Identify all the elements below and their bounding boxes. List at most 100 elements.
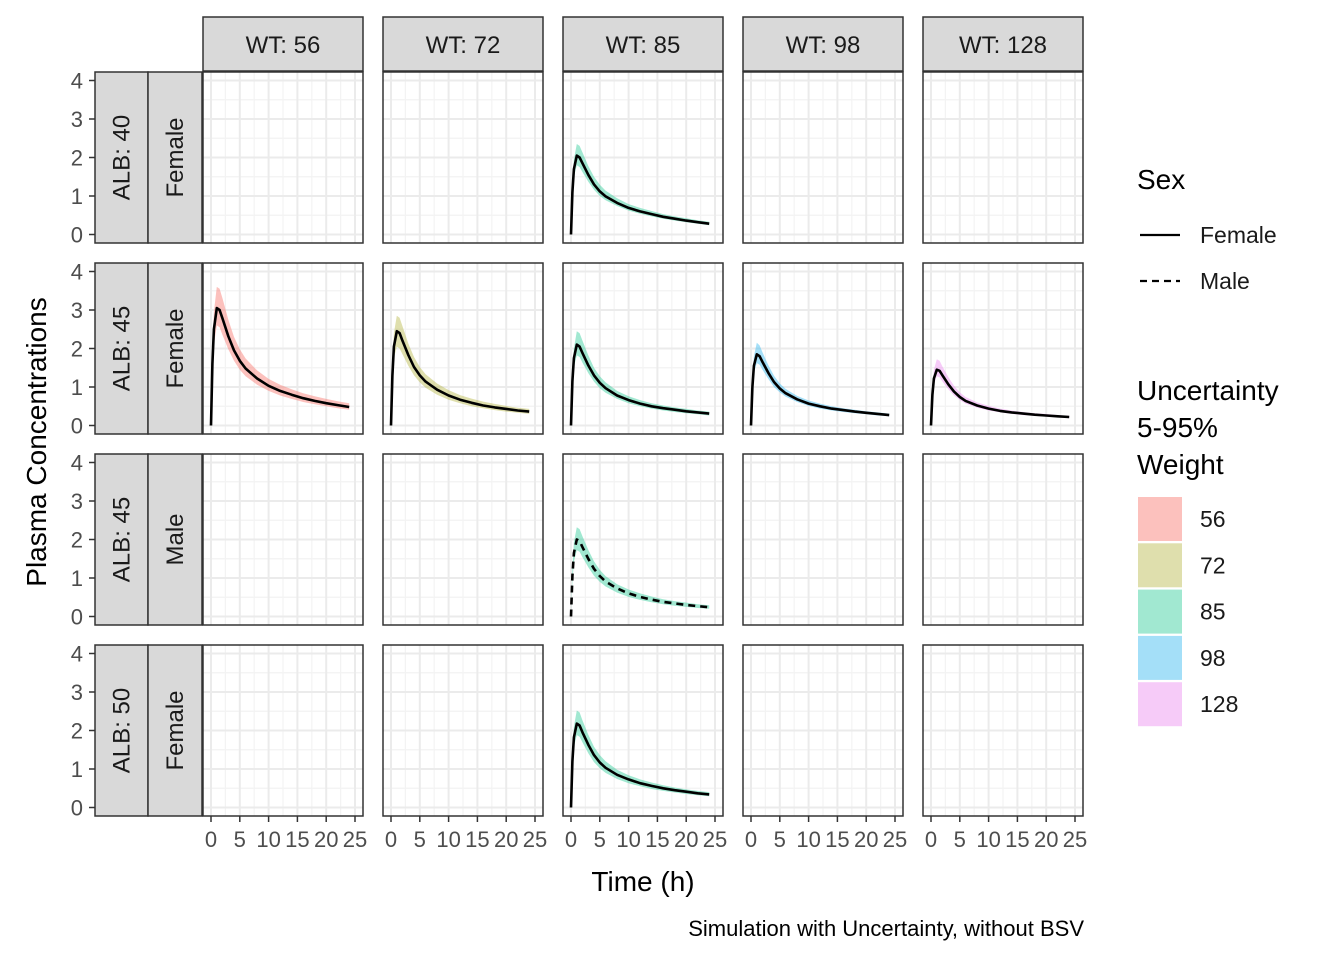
facet-panel [563,263,723,434]
y-tick-label: 3 [71,680,83,705]
y-tick-label: 3 [71,298,83,323]
legend-key-fill [1138,682,1182,727]
facet-strip-sex-label: Male [162,513,189,565]
y-tick-label: 2 [71,528,83,553]
x-tick-label: 5 [954,827,966,852]
legend: Sex Female Male Uncertainty 5-95% Weight 56 72 8… [1137,164,1279,727]
facet-strip-sex [147,644,203,817]
facet-strip-alb-label: ALB: 45 [109,497,136,582]
facet-panel [383,263,543,434]
facet-panel [203,645,363,816]
facet-strip-alb-label: ALB: 50 [109,688,136,773]
x-tick-label: 20 [494,827,518,852]
x-tick-label: 15 [285,827,309,852]
x-tick-label: 25 [883,827,907,852]
facet-strip-sex-label: Female [162,308,189,388]
y-tick-label: 1 [71,757,83,782]
legend-label-sex: Male [1200,268,1250,294]
facet-panel [563,72,723,243]
panel-border [382,453,544,626]
legend-title-fill: Weight [1137,449,1224,480]
x-tick-label: 5 [594,827,606,852]
panel-border [562,453,724,626]
panel-border [742,262,904,435]
facet-strip-sex-label: Female [162,117,189,197]
x-tick-label: 0 [205,827,217,852]
facet-strip-col-label: WT: 56 [246,32,321,59]
facet-panel [203,72,363,243]
x-tick-label: 0 [565,827,577,852]
facet-strip-col [742,16,904,72]
x-tick-label: 10 [256,827,280,852]
x-tick-label: 0 [745,827,757,852]
x-tick-label: 15 [645,827,669,852]
x-tick-label: 10 [436,827,460,852]
y-tick-label: 0 [71,414,83,439]
panel-border [742,453,904,626]
legend-title-sex: Sex [1137,164,1185,195]
x-tick-label: 5 [234,827,246,852]
panel-border [202,644,364,817]
panel-border [382,644,544,817]
y-axis-title: Plasma Concentrations [21,297,52,586]
panel-border [562,71,724,244]
panel-border [562,262,724,435]
uncertainty-band [391,315,530,426]
legend-label-sex: Female [1200,222,1277,248]
panel-border [202,71,364,244]
median-line [569,343,710,426]
panel-border [922,453,1084,626]
facet-strip-col [922,16,1084,72]
legend-key-fill [1138,543,1182,588]
y-tick-label: 2 [71,719,83,744]
x-tick-label: 15 [825,827,849,852]
x-tick-label: 10 [976,827,1000,852]
facet-panel [743,72,903,243]
panel-border [742,644,904,817]
median-line [209,306,350,426]
facet-panel [743,645,903,816]
legend-label-weight: 72 [1200,552,1226,578]
facet-strip-alb [94,71,149,244]
x-tick-label: 25 [523,827,547,852]
x-tick-label: 5 [774,827,786,852]
facet-strip-alb [94,453,149,626]
y-tick-label: 4 [71,642,83,667]
facet-strip-sex-label: Female [162,690,189,770]
facet-strip-col [382,16,544,72]
legend-label-weight: 128 [1200,691,1238,717]
uncertainty-band [571,527,710,617]
uncertainty-band [751,342,890,426]
facet-panel [563,645,723,816]
facet-strip-col [562,16,724,72]
facet-strips: WT: 56 WT: 72 WT: 85 WT: 98 WT: 128 ALB: 40 Fe… [94,16,1084,817]
panel-border [562,644,724,817]
facet-strip-sex [147,71,203,244]
legend-label-weight: 98 [1200,645,1226,671]
x-tick-label: 20 [1034,827,1058,852]
x-tick-label: 20 [674,827,698,852]
y-tick-label: 4 [71,260,83,285]
facet-strip-col-label: WT: 72 [426,32,501,59]
panel-border [202,453,364,626]
legend-key-fill [1138,635,1182,680]
y-tick-label: 1 [71,184,83,209]
facet-strip-alb-label: ALB: 40 [109,115,136,200]
x-tick-label: 10 [796,827,820,852]
y-tick-label: 3 [71,107,83,132]
facet-panel [923,263,1083,434]
facet-strip-sex [147,453,203,626]
legend-key-fill [1138,589,1182,634]
y-tick-label: 1 [71,566,83,591]
x-tick-label: 0 [385,827,397,852]
facet-strip-sex [147,262,203,435]
facet-strip-col-label: WT: 85 [606,32,681,59]
y-tick-label: 0 [71,605,83,630]
x-tick-label: 25 [703,827,727,852]
x-tick-label: 15 [1005,827,1029,852]
x-tick-label: 0 [925,827,937,852]
median-line [569,538,710,617]
x-tick-label: 20 [854,827,878,852]
legend-key-fill [1138,497,1182,541]
